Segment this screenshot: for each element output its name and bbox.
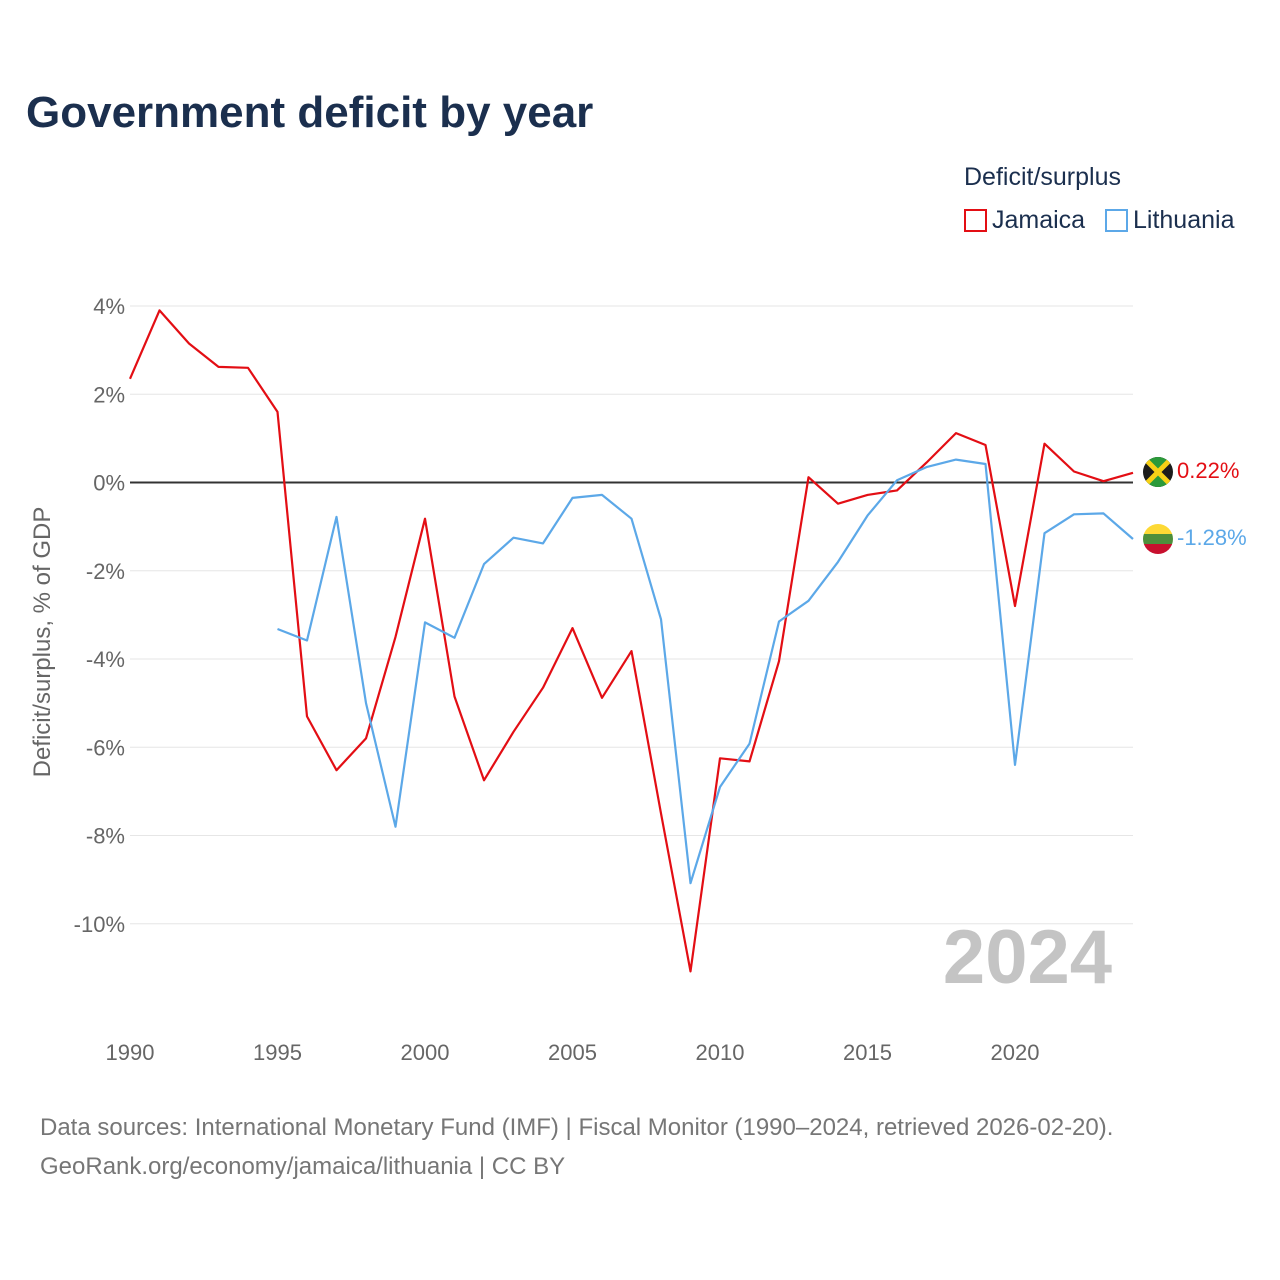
x-tick-label: 2000 (401, 1040, 450, 1065)
x-tick-label: 2010 (696, 1040, 745, 1065)
y-tick-label: 2% (93, 382, 125, 407)
y-tick-label: -10% (74, 912, 125, 937)
legend-swatch-jamaica (964, 208, 987, 232)
y-tick-label: -2% (86, 559, 125, 584)
x-axis-ticks: 1990 1995 2000 2005 2010 2015 2020 (106, 1040, 1040, 1065)
legend-label-lithuania: Lithuania (1133, 205, 1235, 234)
y-axis-label: Deficit/surplus, % of GDP (29, 507, 56, 778)
x-tick-label: 2015 (843, 1040, 892, 1065)
y-tick-label: 0% (93, 471, 125, 496)
jamaica-flag-icon (1143, 457, 1173, 487)
chart-title: Government deficit by year (26, 88, 594, 137)
legend-title: Deficit/surplus (964, 163, 1121, 191)
x-tick-label: 1995 (253, 1040, 302, 1065)
series-line-lithuania[interactable] (277, 458, 1134, 885)
y-tick-label: 4% (93, 294, 125, 319)
y-tick-label: -4% (86, 647, 125, 672)
lithuania-end-label: -1.28% (1177, 525, 1247, 550)
x-tick-label: 1990 (106, 1040, 155, 1065)
jamaica-end-label: 0.22% (1177, 458, 1239, 483)
source-line-1: Data sources: International Monetary Fun… (40, 1114, 1114, 1141)
y-tick-label: -8% (86, 824, 125, 849)
legend-item-jamaica[interactable]: Jamaica (964, 205, 1085, 235)
legend-label-jamaica: Jamaica (992, 205, 1086, 234)
year-watermark: 2024 (943, 915, 1112, 1000)
series (128, 309, 1134, 973)
legend-item-lithuania[interactable]: Lithuania (1105, 205, 1234, 235)
legend-swatch-lithuania (1105, 208, 1128, 232)
series-line-jamaica[interactable] (128, 309, 1134, 973)
y-tick-label: -6% (86, 735, 125, 760)
source-note: Data sources: International Monetary Fun… (40, 1108, 1113, 1186)
source-line-2[interactable]: GeoRank.org/economy/jamaica/lithuania | … (40, 1153, 566, 1180)
grid (130, 305, 1133, 925)
x-tick-label: 2005 (548, 1040, 597, 1065)
y-axis-ticks: 4% 2% 0% -2% -4% -6% -8% -10% (74, 294, 125, 937)
lithuania-flag-icon (1143, 524, 1173, 554)
x-tick-label: 2020 (991, 1040, 1040, 1065)
